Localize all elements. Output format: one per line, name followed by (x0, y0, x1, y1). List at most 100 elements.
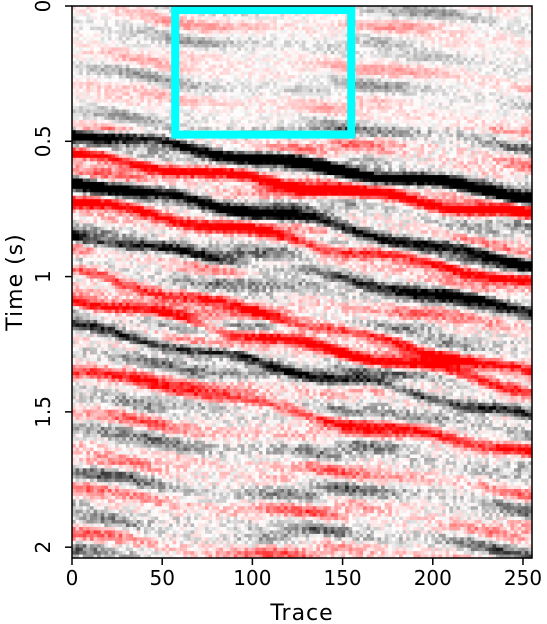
heatmap-cell (97, 61, 102, 66)
heatmap-cell (129, 206, 134, 211)
heatmap-cell (97, 299, 102, 304)
heatmap-cell (136, 40, 141, 45)
heatmap-cell (147, 219, 152, 224)
heatmap-cell (79, 551, 84, 556)
heatmap-cell (97, 16, 102, 21)
heatmap-cell (133, 378, 138, 383)
heatmap-cell (107, 357, 113, 362)
heatmap-cell (147, 95, 152, 100)
heatmap-cell (72, 261, 77, 266)
heatmap-cell (93, 485, 98, 490)
heatmap-cell (151, 140, 156, 145)
heatmap-cell (151, 313, 156, 318)
heatmap-cell (136, 471, 141, 476)
heatmap-cell (97, 333, 102, 338)
heatmap-cell (104, 68, 109, 73)
heatmap-cell (104, 313, 109, 318)
heatmap-cell (104, 330, 109, 335)
heatmap-cell (140, 181, 145, 186)
heatmap-cell (158, 482, 163, 487)
heatmap-cell (97, 199, 102, 204)
heatmap-cell (169, 440, 174, 445)
heatmap-cell (125, 19, 131, 24)
heatmap-cell (118, 454, 123, 459)
heatmap-cell (165, 199, 170, 204)
heatmap-cell (82, 440, 87, 445)
heatmap-cell (125, 154, 131, 159)
heatmap-cell (172, 454, 177, 459)
heatmap-cell (111, 426, 116, 431)
heatmap-cell (165, 240, 170, 245)
heatmap-cell (143, 388, 149, 393)
heatmap-cell (89, 416, 95, 421)
heatmap-cell (100, 109, 105, 114)
heatmap-cell (79, 285, 84, 290)
heatmap-cell (125, 516, 131, 521)
heatmap-cell (136, 340, 141, 345)
heatmap-cell (122, 554, 127, 559)
heatmap-cell (79, 471, 84, 476)
heatmap-cell (154, 426, 159, 431)
heatmap-cell (133, 306, 138, 311)
heatmap-cell (100, 540, 105, 545)
heatmap-cell (165, 495, 170, 500)
heatmap-cell (118, 516, 123, 521)
heatmap-cell (133, 268, 138, 273)
heatmap-cell (86, 43, 91, 48)
heatmap-cell (125, 482, 131, 487)
heatmap-cell (143, 416, 149, 421)
heatmap-cell (133, 164, 138, 169)
heatmap-cell (125, 6, 131, 11)
heatmap-cell (111, 319, 116, 324)
heatmap-cell (158, 68, 163, 73)
heatmap-cell (79, 347, 84, 352)
heatmap-cell (104, 119, 109, 124)
heatmap-cell (100, 475, 105, 480)
heatmap-cell (89, 544, 95, 549)
heatmap-cell (133, 68, 138, 73)
heatmap-cell (140, 533, 145, 538)
heatmap-cell (151, 433, 156, 438)
heatmap-cell (140, 385, 145, 390)
heatmap-cell (104, 147, 109, 152)
heatmap-cell (136, 71, 141, 76)
heatmap-cell (118, 16, 123, 21)
heatmap-cell (86, 147, 91, 152)
heatmap-cell (100, 99, 105, 104)
heatmap-cell (115, 309, 120, 314)
heatmap-cell (165, 423, 170, 428)
heatmap-cell (86, 213, 91, 218)
heatmap-cell (79, 423, 84, 428)
heatmap-cell (100, 471, 105, 476)
heatmap-cell (115, 106, 120, 111)
heatmap-cell (79, 237, 84, 242)
heatmap-cell (143, 213, 149, 218)
heatmap-cell (161, 520, 167, 525)
heatmap-cell (176, 447, 181, 452)
heatmap-cell (72, 309, 77, 314)
heatmap-cell (79, 454, 84, 459)
heatmap-cell (143, 395, 149, 400)
heatmap-cell (97, 233, 102, 238)
heatmap-cell (93, 288, 98, 293)
heatmap-cell (104, 85, 109, 90)
heatmap-cell (143, 313, 149, 318)
heatmap-cell (169, 447, 174, 452)
heatmap-cell (86, 33, 91, 38)
heatmap-cell (75, 402, 80, 407)
heatmap-cell (136, 282, 141, 287)
heatmap-cell (104, 116, 109, 121)
heatmap-cell (143, 116, 149, 121)
heatmap-cell (158, 226, 163, 231)
heatmap-cell (115, 61, 120, 66)
heatmap-cell (136, 164, 141, 169)
heatmap-cell (104, 37, 109, 42)
heatmap-cell (169, 326, 174, 331)
heatmap-cell (82, 192, 87, 197)
heatmap-cell (172, 285, 177, 290)
heatmap-cell (143, 392, 149, 397)
heatmap-cell (161, 344, 167, 349)
heatmap-cell (151, 26, 156, 31)
heatmap-cell (79, 475, 84, 480)
heatmap-cell (169, 147, 174, 152)
